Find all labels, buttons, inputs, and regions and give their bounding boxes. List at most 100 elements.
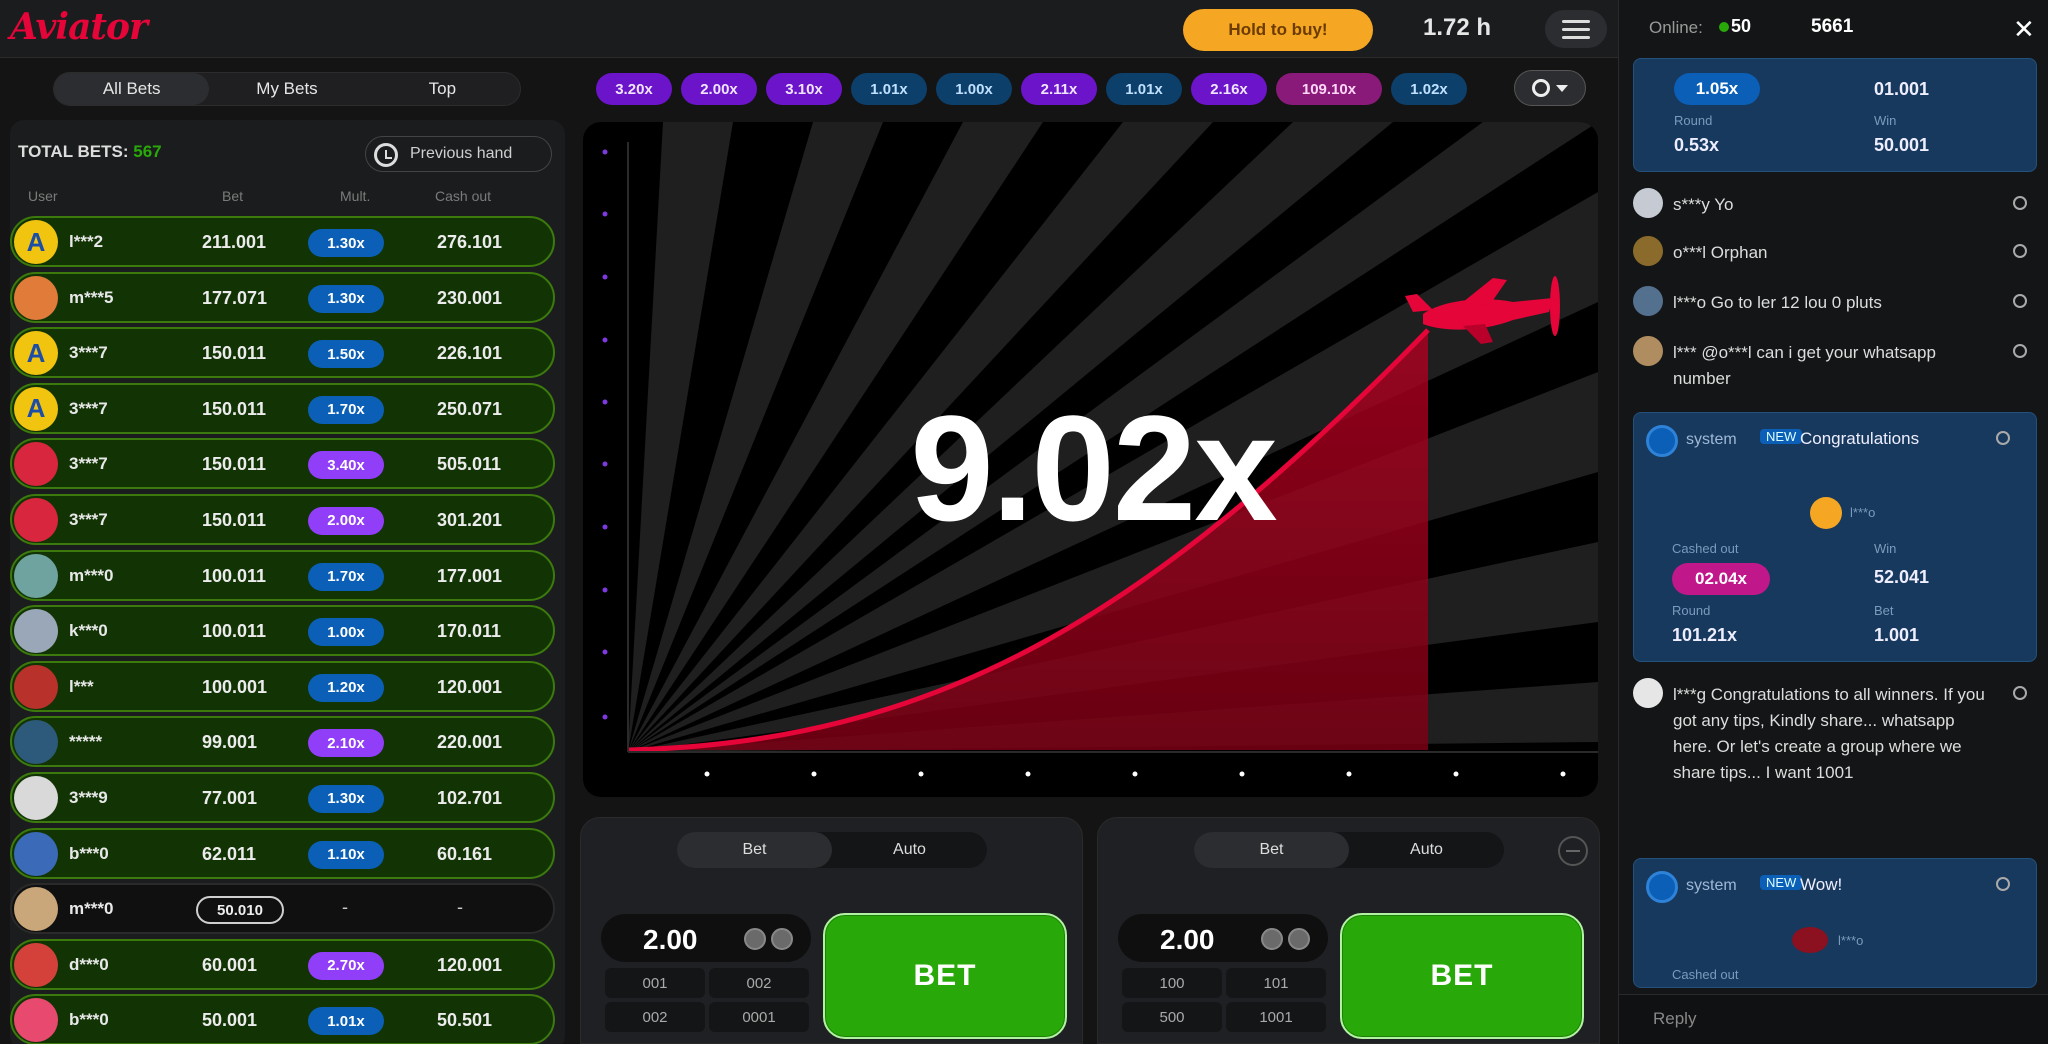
hamburger-icon — [1562, 35, 1590, 39]
avatar — [1633, 236, 1663, 266]
tab-my-bets[interactable]: My Bets — [256, 79, 318, 98]
tab-bet[interactable]: Bet — [1194, 832, 1349, 868]
bet-panel-2: Bet Auto 2.00 100 101 500 1001 BET — [1097, 817, 1600, 1044]
label-round: Round — [1672, 603, 1711, 618]
bet-user: 3***7 — [69, 343, 108, 363]
tab-auto[interactable]: Auto — [893, 841, 926, 858]
quick-amount[interactable]: 500 — [1122, 1002, 1222, 1032]
bet-cashout: 230.001 — [437, 287, 503, 308]
promo-button[interactable]: Hold to buy! — [1183, 9, 1373, 51]
quick-amount[interactable]: 002 — [605, 1002, 705, 1032]
like-icon[interactable] — [2013, 244, 2027, 258]
minus-icon[interactable] — [744, 928, 766, 950]
remove-panel-button[interactable] — [1558, 836, 1588, 866]
history-multiplier-pill[interactable]: 2.16x — [1191, 73, 1267, 105]
table-row: m***0 100.011 1.70x 177.001 — [10, 549, 555, 601]
history-multiplier-pill[interactable]: 2.11x — [1021, 73, 1097, 105]
win-amount: 52.041 — [1874, 567, 1930, 587]
bet-button[interactable]: BET — [1340, 913, 1584, 1039]
bet-amount: 100.011 — [202, 565, 267, 586]
win-card-value: 0.53x — [1674, 135, 1720, 155]
bet-multiplier: 2.10x — [308, 729, 384, 758]
history-multiplier-pill[interactable]: 2.00x — [681, 73, 757, 105]
bet-amount: 50.010 — [196, 896, 284, 925]
avatar — [14, 775, 58, 820]
online-dot-icon — [1719, 22, 1729, 32]
history-toggle[interactable] — [1514, 70, 1586, 106]
bet-amount: 60.001 — [202, 954, 258, 975]
history-multiplier-pill[interactable]: 1.00x — [936, 73, 1012, 105]
tab-all-bets[interactable]: All Bets — [54, 73, 210, 105]
like-icon[interactable] — [2013, 196, 2027, 210]
like-icon[interactable] — [2013, 344, 2027, 358]
close-icon[interactable]: ✕ — [2013, 14, 2035, 44]
bet-multiplier: 1.20x — [308, 673, 384, 702]
avatar: A — [14, 220, 58, 264]
aviator-logo[interactable]: Aviator — [10, 6, 148, 48]
bet-user: ***** — [69, 732, 103, 752]
chat-message: s***y Yo — [1633, 188, 2037, 228]
history-multiplier-pill[interactable]: 1.01x — [1106, 73, 1182, 105]
game-graphic — [602, 122, 1598, 777]
quick-amount[interactable]: 001 — [605, 968, 705, 998]
quick-amount[interactable]: 0001 — [709, 1002, 809, 1032]
bet-button[interactable]: BET — [823, 913, 1067, 1039]
history-multiplier-pill[interactable]: 1.01x — [851, 73, 927, 105]
plus-icon[interactable] — [771, 928, 793, 950]
bet-user: b***0 — [69, 1010, 109, 1030]
chat-input[interactable]: Reply — [1619, 994, 2048, 1044]
top-bar: Aviator Hold to buy! 1.72 h — [0, 0, 1618, 58]
chat-message-text: o***l Orphan — [1673, 243, 1768, 262]
bet-amount: 100.001 — [202, 676, 268, 697]
bet-cashout: 301.201 — [437, 509, 503, 530]
tab-bet[interactable]: Bet — [677, 832, 832, 868]
minus-icon[interactable] — [1261, 928, 1283, 950]
history-multiplier-pill[interactable]: 3.10x — [766, 73, 842, 105]
bet-user: k***0 — [69, 621, 108, 641]
cashed-out-multiplier: 02.04x — [1672, 563, 1770, 595]
bet-cashout-empty: - — [457, 897, 463, 918]
tab-auto[interactable]: Auto — [1410, 841, 1443, 858]
hamburger-icon — [1562, 19, 1590, 23]
online-label: Online: — [1649, 18, 1703, 37]
bet-cashout: 170.011 — [437, 621, 502, 642]
bet-multiplier: 1.70x — [308, 562, 384, 591]
table-row: b***0 62.011 1.10x 60.161 — [10, 827, 555, 879]
chat-message: l***g Congratulations to all winners. If… — [1633, 678, 2037, 838]
tab-top[interactable]: Top — [428, 79, 457, 98]
chat-message-text: l***g Congratulations to all winners. If… — [1673, 685, 1985, 782]
like-icon[interactable] — [2013, 294, 2027, 308]
bet-cashout: 276.101 — [437, 232, 503, 252]
table-row: 3***7 150.011 2.00x 301.201 — [10, 493, 555, 545]
quick-amount[interactable]: 100 — [1122, 968, 1222, 998]
bet-user: d***0 — [69, 954, 109, 974]
stake-input[interactable]: 2.00 — [1118, 914, 1328, 962]
quick-amount[interactable]: 1001 — [1226, 1002, 1326, 1032]
quick-amount[interactable]: 002 — [709, 968, 809, 998]
bet-amount: 100.011 — [202, 621, 267, 642]
history-multiplier-pill[interactable]: 3.20x — [596, 73, 672, 105]
system-title: Wow! — [1800, 875, 1843, 894]
new-badge: NEW — [1760, 429, 1803, 444]
plus-icon[interactable] — [1288, 928, 1310, 950]
menu-button[interactable] — [1545, 10, 1607, 48]
col-mult: Mult. — [340, 188, 371, 204]
previous-hand-button[interactable]: Previous hand — [365, 136, 552, 172]
bet-multiplier: 1.70x — [308, 395, 384, 424]
col-user: User — [28, 188, 58, 204]
history-multiplier-pill[interactable]: 1.02x — [1391, 73, 1467, 105]
total-bets-label: TOTAL BETS: — [18, 142, 129, 161]
bet-multiplier: 2.70x — [308, 951, 384, 980]
like-icon[interactable] — [1996, 431, 2010, 445]
history-multiplier-pill[interactable]: 109.10x — [1276, 73, 1382, 105]
table-row: 3***9 77.001 1.30x 102.701 — [10, 771, 555, 823]
plane-icon — [1792, 927, 1828, 953]
like-icon[interactable] — [2013, 686, 2027, 700]
bet-amount: 150.011 — [202, 454, 267, 475]
quick-amount[interactable]: 101 — [1226, 968, 1326, 998]
stake-input[interactable]: 2.00 — [601, 914, 811, 962]
like-icon[interactable] — [1996, 877, 2010, 891]
chat-message-text: l*** @o***l can i get your whatsapp numb… — [1673, 343, 1936, 388]
